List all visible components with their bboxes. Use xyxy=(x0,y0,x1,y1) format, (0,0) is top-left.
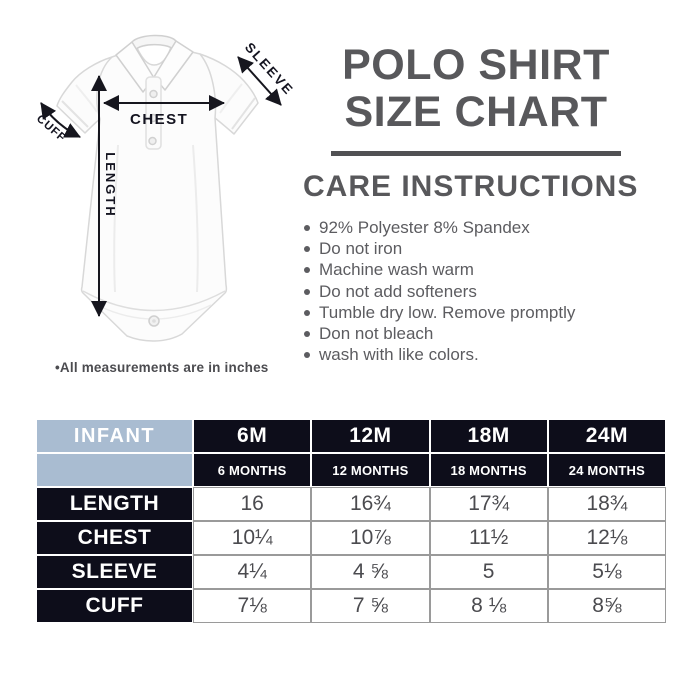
sleeve-arrow xyxy=(237,56,282,106)
table-row-label-sleeve: SLEEVE xyxy=(37,556,192,588)
size-table: INFANT 6M 12M 18M 24M 6 MONTHS 12 MONTHS… xyxy=(37,420,665,622)
table-row-label-cuff: CUFF xyxy=(37,590,192,622)
table-cell-chest-18m: 11½ xyxy=(430,522,547,554)
table-col-subheader-24-months: 24 MONTHS xyxy=(548,454,665,486)
collar-left-point xyxy=(115,41,155,93)
care-item-text: Tumble dry low. Remove promptly xyxy=(319,302,576,322)
bullet-icon xyxy=(304,309,310,316)
table-cell-chest-6m: 10¼ xyxy=(194,522,311,554)
fold-line xyxy=(192,144,199,293)
placket-button xyxy=(149,89,158,99)
placket-button xyxy=(148,136,157,146)
bullet-icon xyxy=(304,267,310,274)
measurements-note: •All measurements are in inches xyxy=(55,360,269,375)
table-cell-chest-12m: 10⅞ xyxy=(312,522,429,554)
table-cell-cuff-12m: 7 ⅝ xyxy=(312,590,429,622)
cuff-measure-label: CUFF xyxy=(34,113,68,145)
care-instructions-list: 92% Polyester 8% Spandex Do not iron Mac… xyxy=(296,217,656,366)
bullet-icon xyxy=(304,288,310,295)
table-col-header-6m: 6M xyxy=(194,420,311,452)
fold-line xyxy=(113,144,119,293)
care-item: Do not add softeners xyxy=(304,281,656,302)
page-title-line2: SIZE CHART xyxy=(344,88,608,136)
care-item-text: Machine wash warm xyxy=(319,260,474,280)
care-item: wash with like colors. xyxy=(304,345,656,366)
cuff-arrow xyxy=(40,102,81,138)
collar-right-point xyxy=(153,40,194,91)
care-item: 92% Polyester 8% Spandex xyxy=(304,217,656,238)
bodysuit-illustration xyxy=(56,34,259,342)
bullet-icon xyxy=(304,245,310,252)
care-item: Tumble dry low. Remove promptly xyxy=(304,302,656,323)
care-instructions-heading: CARE INSTRUCTIONS xyxy=(303,170,639,203)
table-col-subheader-12-months: 12 MONTHS xyxy=(312,454,429,486)
care-item: Don not bleach xyxy=(304,323,656,344)
snap-button-center xyxy=(152,319,156,323)
bullet-icon xyxy=(304,331,310,338)
bullet-icon xyxy=(304,224,310,231)
table-cell-length-6m: 16 xyxy=(194,488,311,520)
table-cell-length-12m: 16¾ xyxy=(312,488,429,520)
table-cell-chest-24m: 12⅛ xyxy=(548,522,665,554)
page-title-line1: POLO SHIRT xyxy=(342,41,610,89)
table-cell-length-18m: 17¾ xyxy=(430,488,547,520)
collar-band xyxy=(131,34,177,51)
table-row-label-length: LENGTH xyxy=(37,488,192,520)
length-measure-label: LENGTH xyxy=(103,152,118,217)
measurement-arrows xyxy=(40,56,282,317)
care-item-text: Don not bleach xyxy=(319,324,434,344)
chest-measure-label: CHEST xyxy=(130,111,188,128)
table-cell-cuff-6m: 7⅛ xyxy=(194,590,311,622)
table-col-header-18m: 18M xyxy=(430,420,547,452)
care-item-text: wash with like colors. xyxy=(319,345,479,365)
table-corner-infant: INFANT xyxy=(37,420,192,452)
table-cell-cuff-24m: 8⅝ xyxy=(548,590,665,622)
table-cell-sleeve-6m: 4¼ xyxy=(194,556,311,588)
care-item-text: Do not add softeners xyxy=(319,281,477,301)
table-row-label-chest: CHEST xyxy=(37,522,192,554)
table-cell-sleeve-18m: 5 xyxy=(430,556,547,588)
placket-button xyxy=(148,113,158,123)
page-title: POLO SHIRT SIZE CHART xyxy=(296,42,656,136)
table-col-header-12m: 12M xyxy=(312,420,429,452)
table-cell-sleeve-24m: 5⅛ xyxy=(548,556,665,588)
care-item-text: Do not iron xyxy=(319,238,403,258)
care-item: Machine wash warm xyxy=(304,260,656,281)
care-item: Do not iron xyxy=(304,238,656,259)
table-cell-cuff-18m: 8 ⅛ xyxy=(430,590,547,622)
table-col-header-24m: 24M xyxy=(548,420,665,452)
bullet-icon xyxy=(304,352,310,359)
table-cell-sleeve-12m: 4 ⅝ xyxy=(312,556,429,588)
table-cell-length-24m: 18¾ xyxy=(548,488,665,520)
table-col-subheader-6-months: 6 MONTHS xyxy=(194,454,311,486)
care-item-text: 92% Polyester 8% Spandex xyxy=(319,217,530,237)
table-col-subheader-18-months: 18 MONTHS xyxy=(430,454,547,486)
header-and-care-column: POLO SHIRT SIZE CHART CARE INSTRUCTIONS … xyxy=(296,42,656,366)
title-underline xyxy=(331,151,621,156)
table-corner-empty xyxy=(37,454,192,486)
polo-bodysuit-diagram: CHEST LENGTH SLEEVE CUFF xyxy=(34,34,297,342)
